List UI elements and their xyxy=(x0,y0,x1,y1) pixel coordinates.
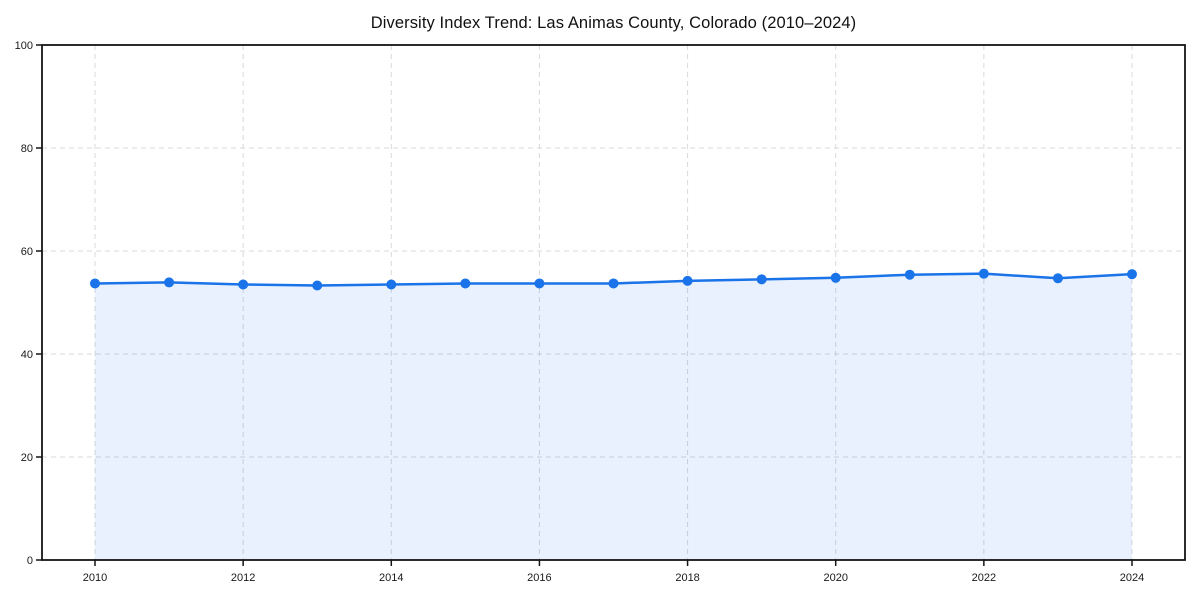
x-tick-label: 2020 xyxy=(823,572,847,584)
data-point-2014 xyxy=(386,279,397,290)
y-tick-label: 60 xyxy=(21,246,33,258)
data-point-2012 xyxy=(238,279,249,290)
data-point-2016 xyxy=(534,278,545,289)
x-tick-label: 2010 xyxy=(83,572,107,584)
data-point-2022 xyxy=(978,268,989,279)
x-tick-label: 2022 xyxy=(972,572,996,584)
area-fill xyxy=(95,273,1132,560)
x-tick-label: 2012 xyxy=(231,572,255,584)
data-point-2013 xyxy=(312,280,323,291)
x-tick-label: 2014 xyxy=(379,572,403,584)
x-tick-label: 2024 xyxy=(1120,572,1144,584)
plot-frame xyxy=(41,44,1186,561)
data-point-2010 xyxy=(90,278,100,289)
data-point-2023 xyxy=(1052,273,1063,284)
x-tick-label: 2016 xyxy=(527,572,551,584)
data-point-2024 xyxy=(1127,269,1137,280)
data-point-2015 xyxy=(460,278,471,289)
data-point-2011 xyxy=(164,277,175,288)
x-tick-label: 2018 xyxy=(675,572,699,584)
y-tick-label: 20 xyxy=(21,452,33,464)
y-tick-label: 80 xyxy=(21,143,33,155)
data-point-2017 xyxy=(608,278,619,289)
chart-title: Diversity Index Trend: Las Animas County… xyxy=(370,14,857,32)
data-point-2019 xyxy=(756,274,767,285)
y-tick-label: 40 xyxy=(21,349,33,361)
data-point-2021 xyxy=(904,269,915,280)
data-point-2020 xyxy=(830,272,841,283)
y-tick-label: 100 xyxy=(15,40,33,52)
y-tick-label: 0 xyxy=(27,555,33,567)
data-point-2018 xyxy=(682,275,693,286)
